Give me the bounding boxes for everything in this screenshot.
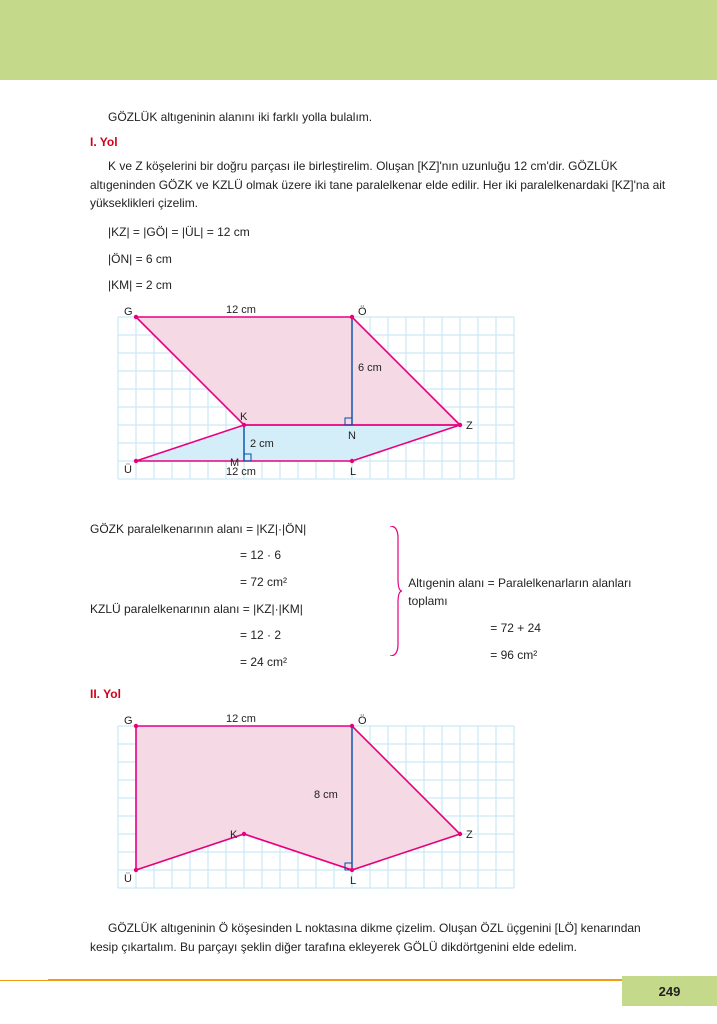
svg-text:12 cm: 12 cm — [226, 466, 256, 478]
svg-text:Ö: Ö — [358, 306, 367, 318]
calc-r1: Altıgenin alanı = Paralelkenarların alan… — [408, 574, 669, 611]
calc-r2: = 72 + 24 — [408, 619, 669, 638]
page-content: GÖZLÜK altıgeninin alanını iki farklı yo… — [0, 80, 717, 981]
svg-text:Ö: Ö — [358, 715, 367, 727]
svg-text:8 cm: 8 cm — [314, 789, 338, 801]
svg-text:L: L — [350, 466, 356, 478]
intro-text: GÖZLÜK altıgeninin alanını iki farklı yo… — [90, 108, 669, 127]
svg-text:N: N — [348, 430, 356, 442]
formula-block: |KZ| = |GÖ| = |ÜL| = 12 cm |ÖN| = 6 cm |… — [108, 223, 669, 295]
svg-text:G: G — [124, 306, 133, 318]
page-number: 249 — [622, 976, 717, 1006]
diagram-2-svg: G Ö Z K Ü L 12 cm 8 cm — [108, 714, 528, 904]
diagram-1: GÖZKÜLNM12 cm12 cm6 cm2 cm — [108, 305, 669, 508]
svg-text:G: G — [124, 715, 133, 727]
svg-text:Z: Z — [466, 420, 473, 432]
svg-text:Ü: Ü — [124, 464, 132, 476]
paragraph-1: K ve Z köşelerini bir doğru parçası ile … — [90, 157, 669, 213]
method-1-heading: I. Yol — [90, 133, 669, 152]
svg-text:12 cm: 12 cm — [226, 714, 256, 725]
svg-text:6 cm: 6 cm — [358, 362, 382, 374]
paragraph-2: GÖZLÜK altıgeninin Ö köşesinden L noktas… — [90, 919, 669, 956]
calc-l5: = 12 · 2 — [90, 626, 384, 645]
calc-l1: GÖZK paralelkenarının alanı = |KZ|·|ÖN| — [90, 520, 384, 539]
svg-text:Z: Z — [466, 829, 473, 841]
formula-2: |ÖN| = 6 cm — [108, 250, 669, 269]
calc-left: GÖZK paralelkenarının alanı = |KZ|·|ÖN| … — [90, 520, 384, 680]
brace-icon — [388, 526, 402, 680]
svg-text:12 cm: 12 cm — [226, 305, 256, 316]
calc-right: Altıgenin alanı = Paralelkenarların alan… — [408, 574, 669, 680]
calc-l3: = 72 cm² — [90, 573, 384, 592]
svg-text:K: K — [230, 829, 238, 841]
svg-text:Ü: Ü — [124, 873, 132, 885]
calc-r3: = 96 cm² — [408, 646, 669, 665]
svg-text:2 cm: 2 cm — [250, 438, 274, 450]
method-2-heading: II. Yol — [90, 685, 669, 704]
formula-3: |KM| = 2 cm — [108, 276, 669, 295]
calc-l6: = 24 cm² — [90, 653, 384, 672]
formula-1: |KZ| = |GÖ| = |ÜL| = 12 cm — [108, 223, 669, 242]
diagram-1-svg: GÖZKÜLNM12 cm12 cm6 cm2 cm — [108, 305, 528, 505]
calc-l2: = 12 · 6 — [90, 546, 384, 565]
svg-text:K: K — [240, 411, 248, 423]
calc-l4: KZLÜ paralelkenarının alanı = |KZ|·|KM| — [90, 600, 384, 619]
header-band — [0, 0, 717, 80]
diagram-2: G Ö Z K Ü L 12 cm 8 cm — [108, 714, 669, 907]
svg-text:L: L — [350, 875, 356, 887]
calculation-block: GÖZK paralelkenarının alanı = |KZ|·|ÖN| … — [90, 520, 669, 680]
